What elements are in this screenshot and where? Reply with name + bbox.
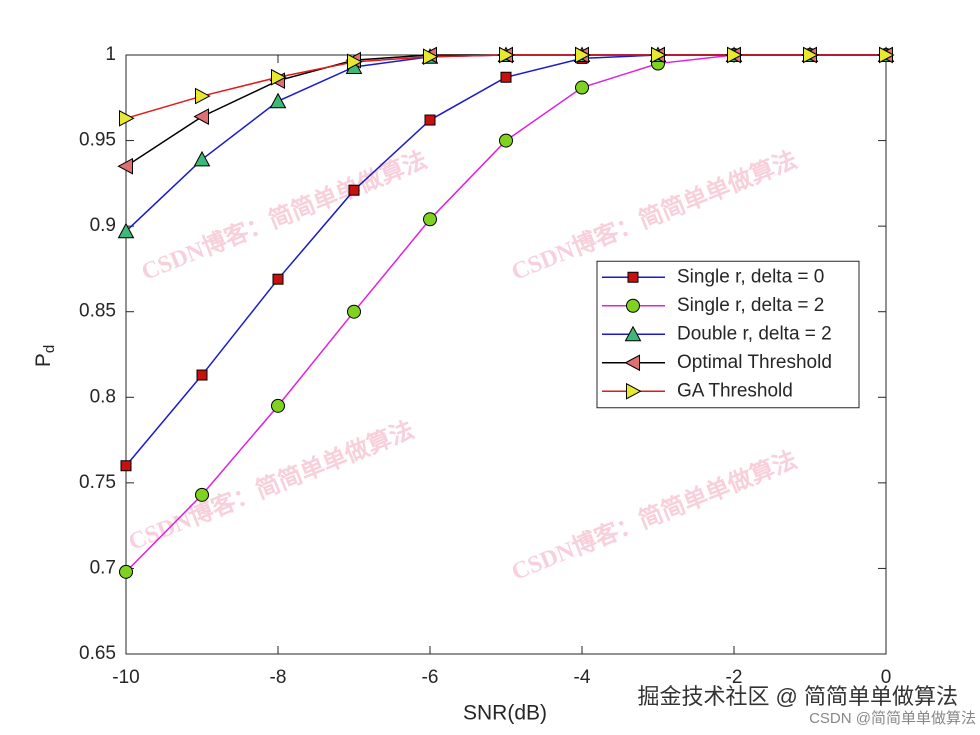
marker bbox=[499, 133, 513, 148]
marker bbox=[119, 564, 133, 579]
marker bbox=[575, 46, 591, 64]
y-axis-label-main: P bbox=[32, 353, 55, 367]
marker bbox=[117, 222, 135, 239]
legend-label: Optimal Threshold bbox=[677, 352, 832, 373]
footer-source: 掘金技术社区 @ 简简单单做算法 bbox=[637, 684, 958, 709]
marker bbox=[347, 304, 361, 319]
y-tick-label: 1 bbox=[105, 44, 116, 65]
marker bbox=[423, 48, 439, 66]
x-tick-label: -2 bbox=[726, 667, 743, 688]
marker bbox=[651, 46, 667, 64]
marker bbox=[727, 46, 743, 64]
marker bbox=[120, 460, 132, 472]
y-tick-label: 0.8 bbox=[90, 386, 116, 407]
marker bbox=[269, 92, 287, 109]
marker bbox=[117, 157, 133, 175]
marker bbox=[193, 150, 211, 167]
legend-marker bbox=[627, 271, 639, 283]
marker bbox=[423, 212, 437, 227]
x-axis-label: SNR(dB) bbox=[463, 702, 547, 725]
marker bbox=[272, 273, 284, 285]
marker bbox=[271, 398, 285, 413]
marker bbox=[879, 46, 895, 64]
y-tick-label: 0.7 bbox=[90, 557, 116, 578]
marker bbox=[348, 184, 360, 196]
x-tick-label: 0 bbox=[881, 667, 892, 688]
legend-marker bbox=[626, 298, 640, 313]
y-axis-label-sub: d bbox=[41, 345, 58, 353]
marker bbox=[195, 87, 211, 105]
marker bbox=[119, 109, 135, 127]
marker bbox=[347, 53, 363, 71]
y-axis-label: Pd bbox=[32, 345, 58, 367]
y-tick-label: 0.75 bbox=[79, 472, 116, 493]
marker bbox=[499, 46, 515, 64]
marker bbox=[575, 80, 589, 95]
marker bbox=[196, 369, 208, 381]
x-tick-label: -10 bbox=[112, 667, 139, 688]
y-tick-label: 0.95 bbox=[79, 130, 116, 151]
y-tick-label: 0.65 bbox=[79, 643, 116, 664]
legend-marker bbox=[626, 382, 642, 400]
y-tick-label: 0.85 bbox=[79, 301, 116, 322]
marker bbox=[500, 71, 512, 83]
x-tick-label: -8 bbox=[270, 667, 287, 688]
x-tick-label: -6 bbox=[422, 667, 439, 688]
legend-marker bbox=[624, 354, 640, 372]
legend-label: Single r, delta = 2 bbox=[677, 295, 824, 316]
legend-marker bbox=[624, 325, 642, 342]
legend-label: GA Threshold bbox=[677, 380, 793, 401]
marker bbox=[271, 68, 287, 86]
marker bbox=[424, 114, 436, 126]
x-tick-label: -4 bbox=[574, 667, 591, 688]
marker bbox=[193, 108, 209, 125]
footer-credit: CSDN @简简单单做算法 bbox=[809, 709, 976, 727]
legend-label: Double r, delta = 2 bbox=[677, 323, 832, 344]
marker bbox=[195, 487, 209, 502]
legend-label: Single r, delta = 0 bbox=[677, 266, 824, 287]
marker bbox=[803, 46, 819, 64]
y-tick-label: 0.9 bbox=[90, 215, 116, 236]
